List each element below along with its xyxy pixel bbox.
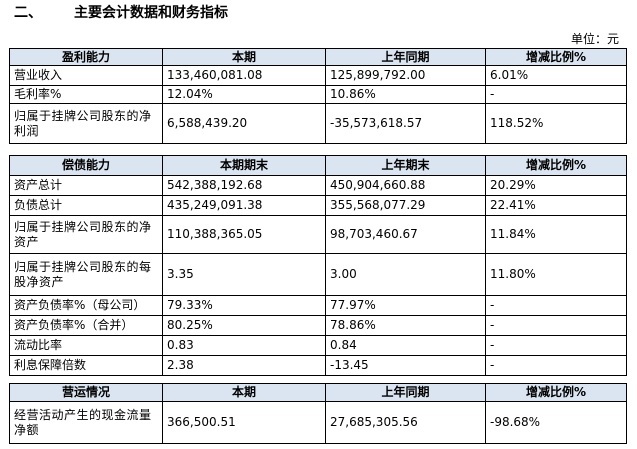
cell-previous: 3.00 [325, 253, 486, 296]
operation-header-row: 营运情况 本期 上年同期 增减比例% [9, 383, 627, 402]
cell-current: 542,388,192.68 [162, 175, 326, 196]
cell-previous: 0.84 [325, 335, 486, 356]
row-label: 资产负债率%（母公司） [9, 295, 163, 316]
cell-previous: 78.86% [325, 315, 486, 336]
cell-previous: 450,904,660.88 [325, 175, 486, 196]
cell-change: - [485, 335, 627, 356]
cell-current: 0.83 [162, 335, 326, 356]
operation-header-change: 增减比例% [485, 383, 627, 402]
profit-header-change: 增减比例% [485, 48, 627, 66]
unit-label: 单位：元 [570, 32, 619, 46]
cell-current: 79.33% [162, 295, 326, 316]
table-row: 资产负债率%（母公司） 79.33% 77.97% - [9, 295, 627, 316]
section-number: 二、 [14, 5, 42, 21]
cell-current: 133,460,081.08 [162, 65, 326, 86]
table-row: 毛利率% 12.04% 10.86% - [9, 85, 627, 104]
table-row: 营业收入 133,460,081.08 125,899,792.00 6.01% [9, 65, 627, 86]
cell-change: - [485, 355, 627, 376]
cell-change: 11.84% [485, 215, 627, 254]
solvency-header-current: 本期期末 [162, 155, 326, 176]
row-label: 毛利率% [9, 85, 163, 104]
cell-change: 11.80% [485, 253, 627, 296]
solvency-header-row: 偿债能力 本期期末 上年期末 增减比例% [9, 155, 627, 176]
table-row: 负债总计 435,249,091.38 355,568,077.29 22.41… [9, 195, 627, 216]
section-heading: 二、 主要会计数据和财务指标 [14, 2, 228, 22]
cell-current: 80.25% [162, 315, 326, 336]
table-row: 资产负债率%（合并） 80.25% 78.86% - [9, 315, 627, 336]
cell-change: - [485, 315, 627, 336]
table-row: 归属于挂牌公司股东的净资产 110,388,365.05 98,703,460.… [9, 215, 627, 254]
profit-table: 盈利能力 本期 上年同期 增减比例% 营业收入 133,460,081.08 1… [9, 48, 627, 144]
cell-previous: 27,685,305.56 [325, 401, 486, 444]
row-label: 流动比率 [9, 335, 163, 356]
operation-header-category: 营运情况 [9, 383, 163, 402]
solvency-header-previous: 上年期末 [325, 155, 486, 176]
cell-change: - [485, 85, 627, 104]
table-row: 流动比率 0.83 0.84 - [9, 335, 627, 356]
cell-current: 110,388,365.05 [162, 215, 326, 254]
solvency-header-category: 偿债能力 [9, 155, 163, 176]
cell-current: 435,249,091.38 [162, 195, 326, 216]
cell-change: 118.52% [485, 103, 627, 144]
section-title: 主要会计数据和财务指标 [74, 5, 228, 21]
cell-current: 6,588,439.20 [162, 103, 326, 144]
profit-header-current: 本期 [162, 48, 326, 66]
cell-previous: 10.86% [325, 85, 486, 104]
cell-current: 2.38 [162, 355, 326, 376]
table-row: 归属于挂牌公司股东的每股净资产 3.35 3.00 11.80% [9, 253, 627, 296]
row-label: 经营活动产生的现金流量净额 [9, 401, 163, 444]
row-label: 归属于挂牌公司股东的净利润 [9, 103, 163, 144]
cell-previous: 98,703,460.67 [325, 215, 486, 254]
cell-current: 12.04% [162, 85, 326, 104]
table-row: 归属于挂牌公司股东的净利润 6,588,439.20 -35,573,618.5… [9, 103, 627, 144]
cell-change: 20.29% [485, 175, 627, 196]
table-row: 资产总计 542,388,192.68 450,904,660.88 20.29… [9, 175, 627, 196]
cell-previous: -35,573,618.57 [325, 103, 486, 144]
cell-previous: 77.97% [325, 295, 486, 316]
solvency-table: 偿债能力 本期期末 上年期末 增减比例% 资产总计 542,388,192.68… [9, 155, 627, 376]
row-label: 利息保障倍数 [9, 355, 163, 376]
row-label: 资产负债率%（合并） [9, 315, 163, 336]
operation-header-previous: 上年同期 [325, 383, 486, 402]
cell-change: 6.01% [485, 65, 627, 86]
cell-change: -98.68% [485, 401, 627, 444]
cell-change: 22.41% [485, 195, 627, 216]
table-row: 利息保障倍数 2.38 -13.45 - [9, 355, 627, 376]
cell-change: - [485, 295, 627, 316]
profit-header-previous: 上年同期 [325, 48, 486, 66]
solvency-header-change: 增减比例% [485, 155, 627, 176]
cell-previous: 355,568,077.29 [325, 195, 486, 216]
profit-header-category: 盈利能力 [9, 48, 163, 66]
row-label: 归属于挂牌公司股东的净资产 [9, 215, 163, 254]
row-label: 营业收入 [9, 65, 163, 86]
operation-table: 营运情况 本期 上年同期 增减比例% 经营活动产生的现金流量净额 366,500… [9, 383, 627, 444]
row-label: 归属于挂牌公司股东的每股净资产 [9, 253, 163, 296]
row-label: 资产总计 [9, 175, 163, 196]
profit-header-row: 盈利能力 本期 上年同期 增减比例% [9, 48, 627, 66]
cell-previous: -13.45 [325, 355, 486, 376]
cell-current: 366,500.51 [162, 401, 326, 444]
row-label: 负债总计 [9, 195, 163, 216]
cell-previous: 125,899,792.00 [325, 65, 486, 86]
operation-header-current: 本期 [162, 383, 326, 402]
table-row: 经营活动产生的现金流量净额 366,500.51 27,685,305.56 -… [9, 401, 627, 444]
cell-current: 3.35 [162, 253, 326, 296]
